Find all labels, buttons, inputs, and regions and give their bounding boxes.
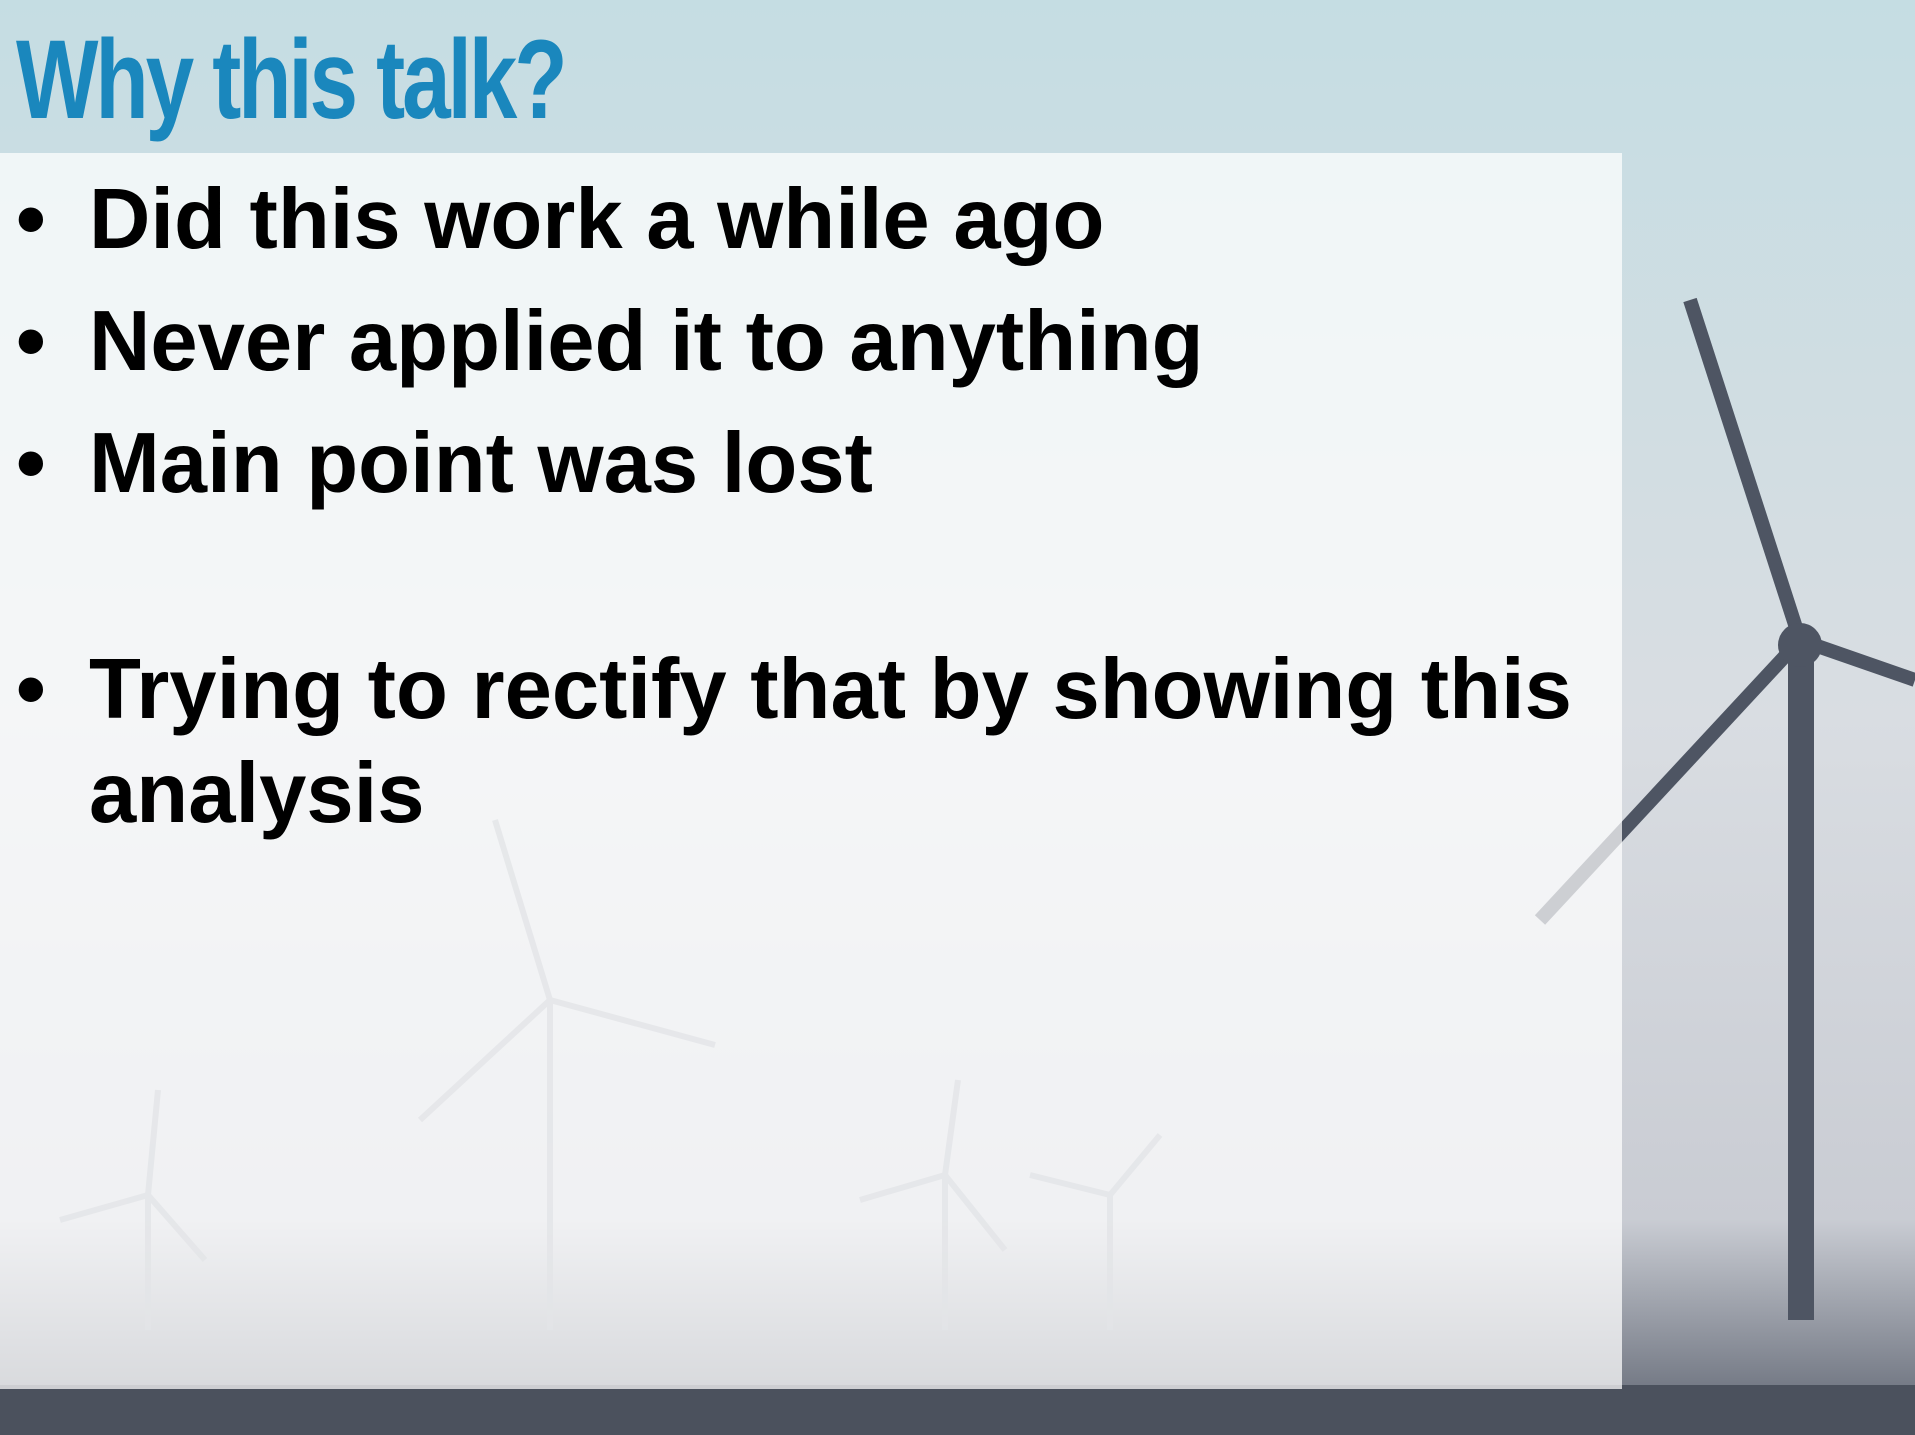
bullet: Main point was lost <box>0 412 1600 516</box>
bullet: Trying to rectify that by showing this a… <box>0 638 1600 846</box>
bullet: Did this work a while ago <box>0 168 1600 272</box>
bullet-list: Did this work a while ago Never applied … <box>0 168 1600 864</box>
slide-title: Why this talk? <box>16 18 564 141</box>
slide: Why this talk? Did this work a while ago… <box>0 0 1915 1435</box>
bullet: Never applied it to anything <box>0 290 1600 394</box>
